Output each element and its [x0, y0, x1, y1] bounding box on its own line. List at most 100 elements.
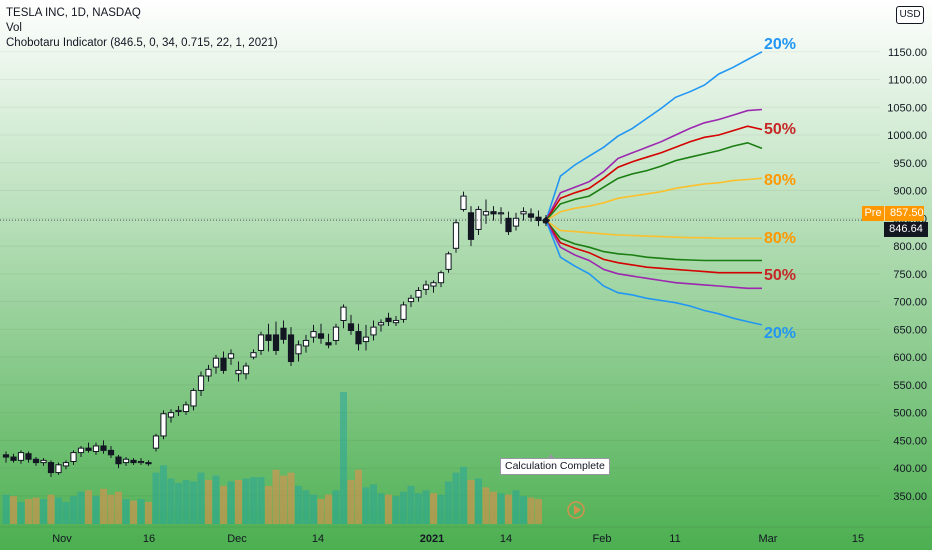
y-axis-tick-label: 1000.00: [887, 130, 927, 142]
band-label-80-upper: 80%: [764, 172, 797, 189]
band-label-80-lower: 80%: [764, 230, 797, 247]
volume-bar: [212, 475, 220, 524]
volume-bar: [55, 497, 62, 524]
volume-bar: [265, 485, 272, 524]
x-axis-tick-label: 15: [852, 533, 864, 545]
volume-bar: [197, 472, 205, 524]
candle-body: [62, 462, 70, 467]
volume-bar: [332, 490, 340, 524]
volume-bar: [272, 469, 280, 524]
volume-bar: [415, 493, 422, 524]
x-axis-tick-label: Nov: [52, 533, 72, 545]
candle-body: [407, 297, 415, 303]
candle-body: [145, 462, 152, 465]
volume-bar: [422, 490, 430, 524]
projection-band-line: [545, 141, 763, 222]
candle-body: [25, 453, 32, 460]
volume-bar: [220, 485, 227, 524]
candle-body: [467, 212, 475, 240]
volume-bar: [2, 494, 10, 524]
candle-body: [182, 404, 190, 413]
volume-bar: [482, 487, 490, 524]
candle-body: [370, 326, 377, 336]
legend-volume[interactable]: Vol: [6, 22, 22, 34]
x-axis-tick-label: Feb: [593, 533, 612, 545]
candle-body: [10, 456, 17, 461]
candle-body: [137, 460, 145, 464]
x-axis-tick-label: Mar: [759, 533, 778, 545]
candle-body: [490, 211, 497, 215]
candle-body: [205, 368, 212, 377]
x-axis[interactable]: Nov 16 Dec 14 2021 14 Feb 11 Mar 15: [0, 526, 932, 545]
band-label-50-upper: 50%: [764, 121, 797, 138]
candle-body: [280, 327, 287, 340]
volume-bar: [407, 485, 415, 524]
volume-bar: [250, 477, 257, 524]
candle-body: [512, 217, 520, 227]
candle-body: [332, 326, 340, 341]
candle-body: [272, 334, 280, 351]
candle-body: [47, 462, 55, 474]
y-axis-tick-label: 350.00: [893, 491, 927, 503]
volume-bar: [527, 497, 535, 524]
event-marker-icon[interactable]: [567, 501, 585, 519]
y-axis-tick-label: 900.00: [893, 186, 927, 198]
candle-body: [535, 216, 542, 222]
legend-indicator[interactable]: Chobotaru Indicator (846.5, 0, 34, 0.715…: [6, 37, 278, 49]
projection-band-line: [545, 220, 762, 274]
y-axis-tick-label: 1050.00: [887, 102, 927, 114]
volume-bars: [2, 392, 542, 524]
volume-bar: [242, 478, 250, 524]
legend-title[interactable]: TESLA INC, 1D, NASDAQ: [6, 7, 141, 19]
chart-misc: [0, 216, 880, 519]
y-axis-tick-label: 450.00: [893, 435, 927, 447]
candle-body: [55, 464, 62, 474]
volume-bar: [497, 493, 505, 524]
volume-bar: [70, 496, 77, 524]
volume-bar: [32, 497, 40, 524]
volume-bar: [302, 490, 310, 524]
candle-body: [250, 352, 257, 358]
candle-body: [362, 336, 370, 343]
candle-body: [430, 282, 437, 287]
volume-bar: [40, 499, 47, 524]
volume-bar: [370, 484, 377, 524]
candle-body: [325, 342, 332, 346]
chart-legend: TESLA INC, 1D, NASDAQ Vol Chobotaru Indi…: [6, 6, 278, 51]
volume-bar: [190, 481, 197, 524]
x-axis-tick-label: 14: [500, 533, 512, 545]
volume-bar: [355, 469, 362, 524]
candle-body: [452, 222, 460, 249]
band-label-20-upper: 20%: [764, 36, 797, 53]
projection-band-line: [545, 219, 762, 240]
volume-bar: [467, 480, 475, 524]
candle-body: [527, 213, 535, 218]
projection-band-line: [545, 51, 763, 221]
candle-body: [445, 253, 452, 270]
candle-body: [265, 334, 272, 341]
candle-body: [85, 447, 92, 451]
volume-bar: [377, 493, 385, 524]
x-axis-tick-label: 16: [143, 533, 155, 545]
volume-bar: [257, 477, 265, 524]
volume-bar: [347, 480, 355, 524]
candle-body: [340, 306, 347, 321]
volume-bar: [182, 480, 190, 524]
volume-bar: [85, 490, 92, 524]
band-label-20-lower: 20%: [764, 325, 797, 342]
candle-body: [437, 272, 445, 284]
volume-bar: [362, 487, 370, 524]
currency-button[interactable]: USD: [896, 6, 924, 24]
volume-bar: [10, 496, 17, 524]
candle-body: [40, 459, 47, 464]
candle-body: [317, 333, 325, 339]
event-marker-play-icon: [574, 505, 581, 515]
candle-body: [152, 435, 160, 449]
projection-band-line: [545, 125, 763, 221]
volume-bar: [100, 488, 107, 524]
volume-bar: [287, 472, 295, 524]
y-axis-tick-label: 1150.00: [888, 47, 927, 59]
candle-body: [160, 413, 167, 437]
volume-bar: [137, 499, 145, 524]
